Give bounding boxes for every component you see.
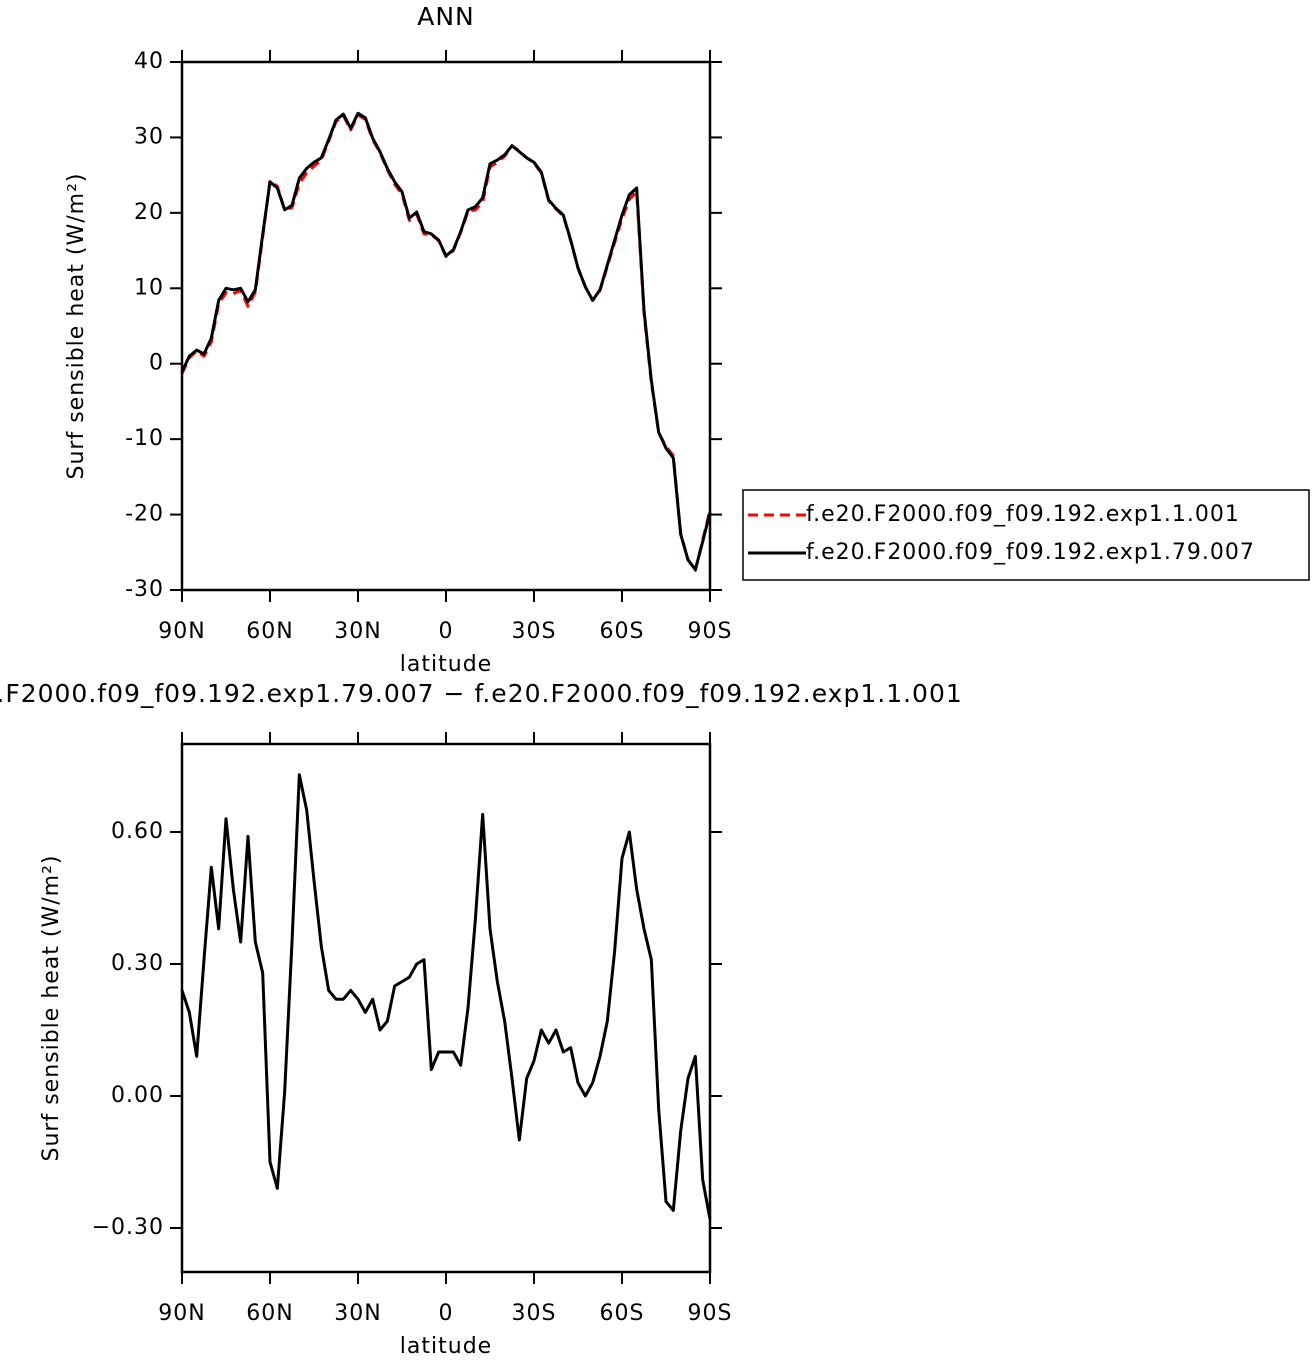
- plot-frame: [180, 60, 712, 592]
- x-tick-label: 60N: [246, 619, 293, 644]
- y-tick-label: 10: [134, 275, 164, 300]
- y-tick-label: -30: [125, 577, 164, 602]
- x-tick-label: 0: [439, 619, 454, 644]
- x-tick-label: 30S: [512, 1301, 557, 1326]
- legend-label: f.e20.F2000.f09_f09.192.exp1.79.007: [806, 540, 1255, 565]
- y-tick-label: 0.30: [111, 951, 164, 976]
- y-tick-label: 40: [134, 49, 164, 74]
- y-tick-label: −0.30: [92, 1215, 164, 1240]
- data-line: [180, 113, 712, 572]
- x-tick-label: 90S: [688, 619, 733, 644]
- legend-label: f.e20.F2000.f09_f09.192.exp1.1.001: [806, 502, 1240, 527]
- y-tick-label: -10: [125, 426, 164, 451]
- y-tick-label: 0.60: [111, 819, 164, 844]
- y-tick-label: 30: [134, 124, 164, 149]
- y-tick-label: 0: [149, 351, 164, 376]
- x-tick-label: 60S: [600, 1301, 645, 1326]
- x-tick-label: 90N: [158, 619, 205, 644]
- legend-box: [742, 489, 1310, 581]
- data-line: [180, 111, 712, 572]
- x-tick-label: 90S: [688, 1301, 733, 1326]
- y-tick-label: -20: [125, 502, 164, 527]
- x-tick-label: 30S: [512, 619, 557, 644]
- x-tick-label: 60N: [246, 1301, 293, 1326]
- x-tick-label: 30N: [334, 619, 381, 644]
- x-tick-label: 30N: [334, 1301, 381, 1326]
- plot-frame: [180, 742, 712, 1274]
- y-tick-label: 20: [134, 200, 164, 225]
- x-tick-label: 60S: [600, 619, 645, 644]
- data-line: [180, 773, 712, 1220]
- x-axis-label: latitude: [400, 652, 492, 677]
- y-axis-label: Surf sensible heat (W/m²): [64, 173, 89, 480]
- x-tick-label: 90N: [158, 1301, 205, 1326]
- chart-title: ANN: [417, 2, 475, 31]
- x-axis-label: latitude: [400, 1334, 492, 1359]
- y-tick-label: 0.00: [111, 1083, 164, 1108]
- y-axis-label: Surf sensible heat (W/m²): [39, 855, 64, 1162]
- x-tick-label: 0: [439, 1301, 454, 1326]
- chart-title: f.e20.F2000.f09_f09.192.exp1.79.007 − f.…: [0, 679, 963, 708]
